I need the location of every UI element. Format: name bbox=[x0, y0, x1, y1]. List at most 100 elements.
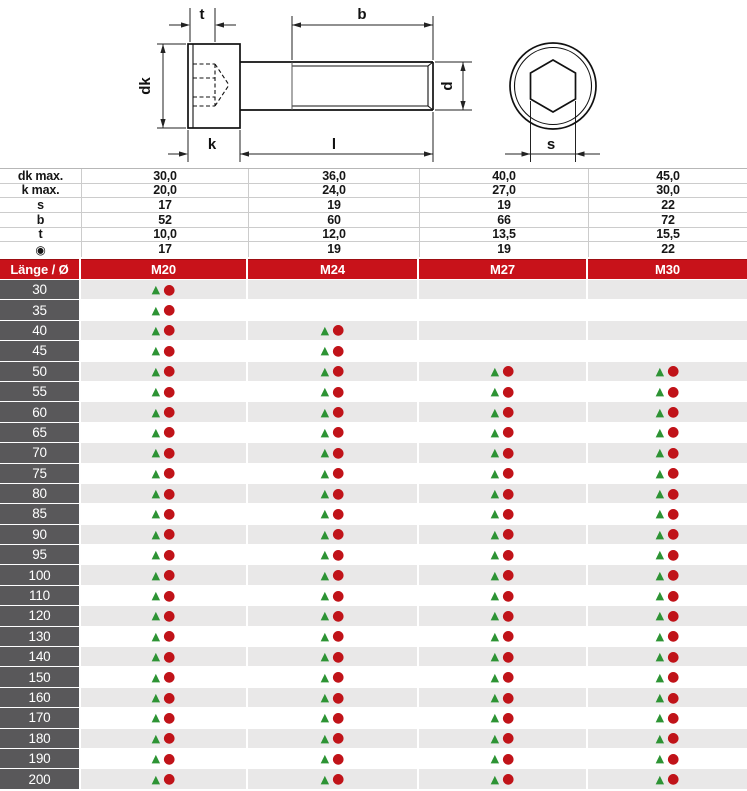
availability-cell: ▲ ● bbox=[588, 626, 747, 647]
table-row: 130 ▲ ● ▲ ● ▲ ● ▲ ● bbox=[0, 626, 747, 648]
dim-value: 17 bbox=[81, 242, 248, 257]
circle-marker-icon: ● bbox=[502, 505, 515, 522]
circle-marker-icon: ● bbox=[163, 505, 176, 522]
availability-cell: ▲ ● bbox=[419, 545, 588, 565]
triangle-marker-icon: ▲ bbox=[320, 466, 330, 480]
availability-cell bbox=[588, 280, 747, 300]
circle-marker-icon: ● bbox=[667, 567, 680, 584]
dim-row-label: dk max. bbox=[17, 168, 64, 183]
triangle-marker-icon: ▲ bbox=[320, 446, 330, 460]
availability-cell: ▲ ● bbox=[81, 300, 248, 320]
dim-value: 19 bbox=[248, 242, 419, 257]
table-row: 45 ▲ ● ▲ ● bbox=[0, 341, 747, 362]
availability-cell: ▲ ● bbox=[588, 545, 747, 565]
screw-end-view bbox=[509, 42, 597, 130]
dim-label-k: k bbox=[208, 136, 217, 153]
table-row: 120 ▲ ● ▲ ● ▲ ● ▲ ● bbox=[0, 606, 747, 627]
circle-marker-icon: ● bbox=[332, 546, 345, 563]
dim-value: 24,0 bbox=[248, 183, 419, 198]
triangle-marker-icon: ▲ bbox=[490, 466, 500, 480]
circle-marker-icon: ● bbox=[332, 587, 345, 604]
length-cell: 130 bbox=[0, 626, 81, 647]
dim-value: 36,0 bbox=[248, 169, 419, 183]
circle-marker-icon: ● bbox=[163, 363, 176, 380]
triangle-marker-icon: ▲ bbox=[151, 568, 161, 582]
availability-cell: ▲ ● bbox=[248, 361, 419, 381]
length-cell: 140 bbox=[0, 647, 81, 667]
table-row: 110 ▲ ● ▲ ● ▲ ● ▲ ● bbox=[0, 585, 747, 607]
length-cell: 75 bbox=[0, 463, 81, 483]
circle-marker-icon: ● bbox=[163, 546, 176, 563]
availability-cell: ▲ ● bbox=[588, 606, 747, 626]
circle-marker-icon: ● bbox=[502, 607, 515, 624]
dim-value: 19 bbox=[419, 242, 588, 257]
circle-marker-icon: ● bbox=[502, 526, 515, 543]
availability-cell: ▲ ● bbox=[588, 687, 747, 708]
availability-cell: ▲ ● bbox=[248, 687, 419, 708]
triangle-marker-icon: ▲ bbox=[151, 731, 161, 745]
availability-cell: ▲ ● bbox=[419, 647, 588, 667]
circle-marker-icon: ● bbox=[502, 709, 515, 726]
dim-value: 13,5 bbox=[419, 227, 588, 242]
triangle-marker-icon: ▲ bbox=[151, 487, 161, 501]
dim-value: 22 bbox=[588, 198, 747, 212]
table-row: 30 ▲ ● bbox=[0, 280, 747, 301]
circle-marker-icon: ● bbox=[332, 771, 345, 788]
circle-marker-icon: ● bbox=[332, 485, 345, 502]
availability-cell bbox=[248, 280, 419, 300]
availability-cell: ▲ ● bbox=[81, 626, 248, 647]
availability-cell: ▲ ● bbox=[248, 402, 419, 422]
dimension-lines bbox=[157, 8, 600, 162]
circle-marker-icon: ● bbox=[502, 750, 515, 767]
circle-marker-icon: ● bbox=[502, 404, 515, 421]
triangle-marker-icon: ▲ bbox=[320, 772, 330, 786]
dim-value: 30,0 bbox=[81, 169, 248, 183]
length-cell: 60 bbox=[0, 402, 81, 422]
availability-cell: ▲ ● bbox=[248, 443, 419, 463]
dim-label-dk: dk bbox=[137, 77, 154, 95]
dim-value: 10,0 bbox=[81, 227, 248, 242]
table-row: 35 ▲ ● bbox=[0, 300, 747, 321]
circle-marker-icon: ● bbox=[502, 628, 515, 645]
length-cell: 190 bbox=[0, 748, 81, 769]
circle-marker-icon: ● bbox=[667, 424, 680, 441]
length-cell: 40 bbox=[0, 320, 81, 341]
circle-marker-icon: ● bbox=[163, 628, 176, 645]
availability-cell: ▲ ● bbox=[81, 422, 248, 443]
circle-marker-icon: ● bbox=[332, 607, 345, 624]
triangle-marker-icon: ▲ bbox=[490, 507, 500, 521]
triangle-marker-icon: ▲ bbox=[320, 691, 330, 704]
circle-marker-icon: ● bbox=[332, 363, 345, 380]
circle-marker-icon: ● bbox=[502, 648, 515, 665]
circle-marker-icon: ● bbox=[667, 607, 680, 624]
availability-cell: ▲ ● bbox=[419, 626, 588, 647]
availability-cell: ▲ ● bbox=[81, 565, 248, 585]
circle-marker-icon: ● bbox=[163, 404, 176, 421]
availability-cell: ▲ ● bbox=[588, 769, 747, 789]
length-cell: 120 bbox=[0, 606, 81, 626]
length-cell: 30 bbox=[0, 280, 81, 300]
circle-marker-icon: ● bbox=[667, 485, 680, 502]
circle-marker-icon: ● bbox=[163, 567, 176, 584]
triangle-marker-icon: ▲ bbox=[490, 548, 500, 562]
triangle-marker-icon: ▲ bbox=[151, 527, 161, 541]
circle-marker-icon: ● bbox=[502, 587, 515, 604]
availability-cell: ▲ ● bbox=[248, 545, 419, 565]
triangle-marker-icon: ▲ bbox=[151, 589, 161, 603]
triangle-marker-icon: ▲ bbox=[320, 711, 330, 725]
availability-cell: ▲ ● bbox=[81, 483, 248, 504]
size-column-header-m20: M20 bbox=[81, 259, 248, 279]
dim-value: 20,0 bbox=[81, 183, 248, 198]
triangle-marker-icon: ▲ bbox=[151, 405, 161, 419]
dim-value: 66 bbox=[419, 213, 588, 227]
circle-marker-icon: ● bbox=[502, 546, 515, 563]
triangle-marker-icon: ▲ bbox=[655, 548, 665, 562]
triangle-marker-icon: ▲ bbox=[490, 691, 500, 704]
table-row: 70 ▲ ● ▲ ● ▲ ● ▲ ● bbox=[0, 443, 747, 464]
dim-value: 27,0 bbox=[419, 183, 588, 198]
triangle-marker-icon: ▲ bbox=[320, 507, 330, 521]
triangle-marker-icon: ▲ bbox=[490, 385, 500, 399]
circle-marker-icon: ● bbox=[332, 648, 345, 665]
triangle-marker-icon: ▲ bbox=[490, 629, 500, 643]
